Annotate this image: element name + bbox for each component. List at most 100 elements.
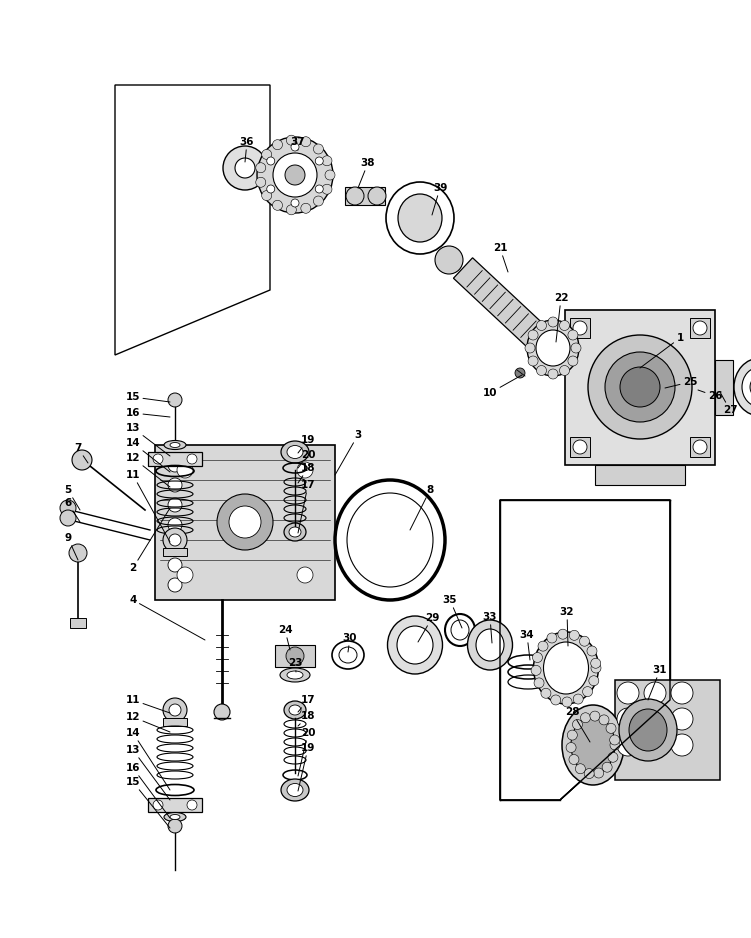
Ellipse shape bbox=[388, 616, 442, 674]
Circle shape bbox=[532, 653, 542, 662]
Circle shape bbox=[693, 440, 707, 454]
Ellipse shape bbox=[164, 441, 186, 449]
Ellipse shape bbox=[289, 527, 301, 537]
Circle shape bbox=[297, 567, 313, 583]
Circle shape bbox=[575, 764, 585, 774]
Circle shape bbox=[313, 196, 324, 206]
Circle shape bbox=[589, 675, 599, 686]
Circle shape bbox=[168, 558, 182, 572]
Circle shape bbox=[534, 678, 544, 688]
Circle shape bbox=[214, 704, 230, 720]
Circle shape bbox=[257, 137, 333, 213]
Text: 3: 3 bbox=[335, 430, 362, 475]
Ellipse shape bbox=[750, 376, 751, 398]
Ellipse shape bbox=[398, 194, 442, 242]
Ellipse shape bbox=[170, 814, 180, 820]
Ellipse shape bbox=[287, 783, 303, 796]
Ellipse shape bbox=[281, 441, 309, 463]
Circle shape bbox=[261, 149, 272, 159]
Circle shape bbox=[566, 743, 576, 752]
Bar bbox=[70, 618, 86, 628]
Circle shape bbox=[559, 366, 569, 375]
Bar bbox=[715, 360, 733, 415]
Circle shape bbox=[617, 682, 639, 704]
Circle shape bbox=[60, 510, 76, 526]
Circle shape bbox=[261, 190, 272, 201]
Text: 14: 14 bbox=[125, 438, 170, 472]
Text: 16: 16 bbox=[125, 408, 170, 418]
Text: 11: 11 bbox=[125, 470, 170, 542]
Circle shape bbox=[573, 440, 587, 454]
Ellipse shape bbox=[544, 642, 589, 694]
Text: 30: 30 bbox=[342, 633, 357, 652]
Text: 29: 29 bbox=[418, 613, 439, 642]
Ellipse shape bbox=[284, 523, 306, 541]
Circle shape bbox=[567, 730, 578, 740]
Circle shape bbox=[584, 768, 594, 779]
Circle shape bbox=[572, 719, 583, 730]
Circle shape bbox=[168, 478, 182, 492]
Text: 14: 14 bbox=[125, 728, 170, 790]
Circle shape bbox=[235, 158, 255, 178]
Text: 27: 27 bbox=[720, 392, 737, 415]
Circle shape bbox=[588, 335, 692, 439]
Circle shape bbox=[573, 321, 587, 335]
Circle shape bbox=[69, 544, 87, 562]
Text: 25: 25 bbox=[665, 377, 697, 388]
Ellipse shape bbox=[164, 812, 186, 822]
Ellipse shape bbox=[386, 182, 454, 254]
Circle shape bbox=[591, 658, 601, 668]
Bar bbox=[155, 445, 335, 600]
Circle shape bbox=[187, 800, 197, 810]
Polygon shape bbox=[565, 310, 715, 465]
Ellipse shape bbox=[347, 493, 433, 587]
Polygon shape bbox=[500, 500, 670, 800]
Text: 31: 31 bbox=[648, 665, 667, 700]
Circle shape bbox=[590, 711, 600, 721]
Circle shape bbox=[569, 754, 579, 764]
Text: 11: 11 bbox=[125, 695, 170, 713]
Text: 18: 18 bbox=[298, 463, 315, 483]
Circle shape bbox=[587, 646, 597, 656]
Circle shape bbox=[286, 135, 297, 145]
Circle shape bbox=[168, 578, 182, 592]
Circle shape bbox=[525, 343, 535, 353]
Circle shape bbox=[644, 682, 666, 704]
Circle shape bbox=[301, 137, 311, 146]
Circle shape bbox=[671, 682, 693, 704]
Circle shape bbox=[256, 177, 266, 188]
Circle shape bbox=[60, 500, 76, 516]
Bar bbox=[690, 437, 710, 457]
Text: 23: 23 bbox=[288, 658, 302, 672]
Ellipse shape bbox=[287, 446, 303, 459]
Circle shape bbox=[368, 187, 386, 205]
Bar bbox=[570, 318, 590, 338]
Circle shape bbox=[322, 156, 332, 166]
Bar bbox=[148, 798, 202, 812]
Circle shape bbox=[168, 518, 182, 532]
Text: 17: 17 bbox=[298, 480, 315, 533]
Text: 24: 24 bbox=[278, 625, 292, 650]
Bar bbox=[595, 465, 685, 485]
Circle shape bbox=[286, 647, 304, 665]
Circle shape bbox=[548, 369, 558, 379]
Circle shape bbox=[569, 630, 579, 641]
Text: 13: 13 bbox=[125, 745, 170, 800]
Circle shape bbox=[315, 157, 323, 165]
Circle shape bbox=[297, 462, 313, 478]
Circle shape bbox=[581, 713, 590, 723]
Circle shape bbox=[315, 185, 323, 193]
Circle shape bbox=[558, 629, 568, 639]
Circle shape bbox=[72, 450, 92, 470]
Circle shape bbox=[606, 723, 616, 734]
Circle shape bbox=[547, 633, 557, 643]
Ellipse shape bbox=[397, 626, 433, 664]
Circle shape bbox=[550, 695, 561, 705]
Text: 1: 1 bbox=[640, 333, 683, 368]
Text: 19: 19 bbox=[298, 435, 315, 453]
Text: 18: 18 bbox=[298, 711, 315, 726]
Bar bbox=[275, 645, 315, 667]
Text: 35: 35 bbox=[443, 595, 462, 628]
Text: 12: 12 bbox=[125, 453, 170, 487]
Circle shape bbox=[548, 317, 558, 327]
